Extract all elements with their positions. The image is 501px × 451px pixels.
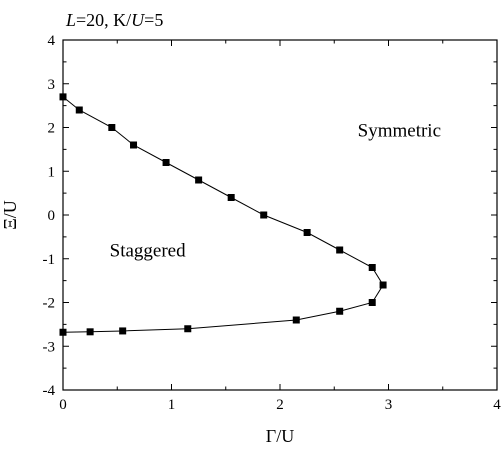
x-tick-label: 2 <box>276 397 284 413</box>
data-point <box>368 264 376 271</box>
y-tick-label: -1 <box>43 252 56 268</box>
x-tick-label: 0 <box>59 397 67 413</box>
y-tick-label: -4 <box>43 383 56 399</box>
data-point <box>336 307 344 315</box>
x-tick-label: 4 <box>493 397 501 413</box>
series-line <box>62 96 384 333</box>
data-point <box>260 211 268 219</box>
data-point <box>184 325 192 333</box>
region-label: Staggered <box>110 241 186 262</box>
chart-title-part: L <box>65 10 76 30</box>
chart-title-part: U <box>131 10 145 30</box>
data-point <box>336 246 344 254</box>
chart-title: L=20, K/U=5 <box>65 10 163 30</box>
data-point <box>292 316 300 324</box>
region-label: Symmetric <box>358 120 441 141</box>
data-point <box>86 328 94 336</box>
y-tick-label: -2 <box>43 296 56 312</box>
y-tick-label: 3 <box>48 77 56 93</box>
y-tick-label: 4 <box>48 33 56 49</box>
chart-title-part: =5 <box>144 10 163 30</box>
data-point <box>303 229 311 236</box>
y-tick-label: 1 <box>48 164 56 180</box>
data-point <box>195 176 203 184</box>
data-point <box>162 159 170 166</box>
series-layer <box>59 93 387 336</box>
data-point <box>368 299 376 306</box>
data-point <box>75 106 83 114</box>
data-point <box>108 124 116 131</box>
x-axis-label: Γ/U <box>266 426 294 446</box>
chart-title-part: =20, K/ <box>76 10 131 30</box>
annotations: Symmetric Staggered <box>110 120 441 261</box>
y-axis-label: Ξ/U <box>0 200 20 230</box>
y-tick-label: 0 <box>48 208 56 224</box>
data-point <box>227 194 235 201</box>
data-point <box>130 141 138 149</box>
y-tick-label: 2 <box>48 121 56 137</box>
y-tick-label: -3 <box>43 339 56 355</box>
data-point <box>119 327 127 335</box>
x-tick-label: 1 <box>168 397 176 413</box>
data-point <box>379 281 387 289</box>
axes-layer: 0 1 2 3 4 -4 -3 -2 -1 0 1 2 3 4 <box>43 33 501 413</box>
x-tick-label: 3 <box>385 397 393 413</box>
plot-frame <box>62 39 498 391</box>
